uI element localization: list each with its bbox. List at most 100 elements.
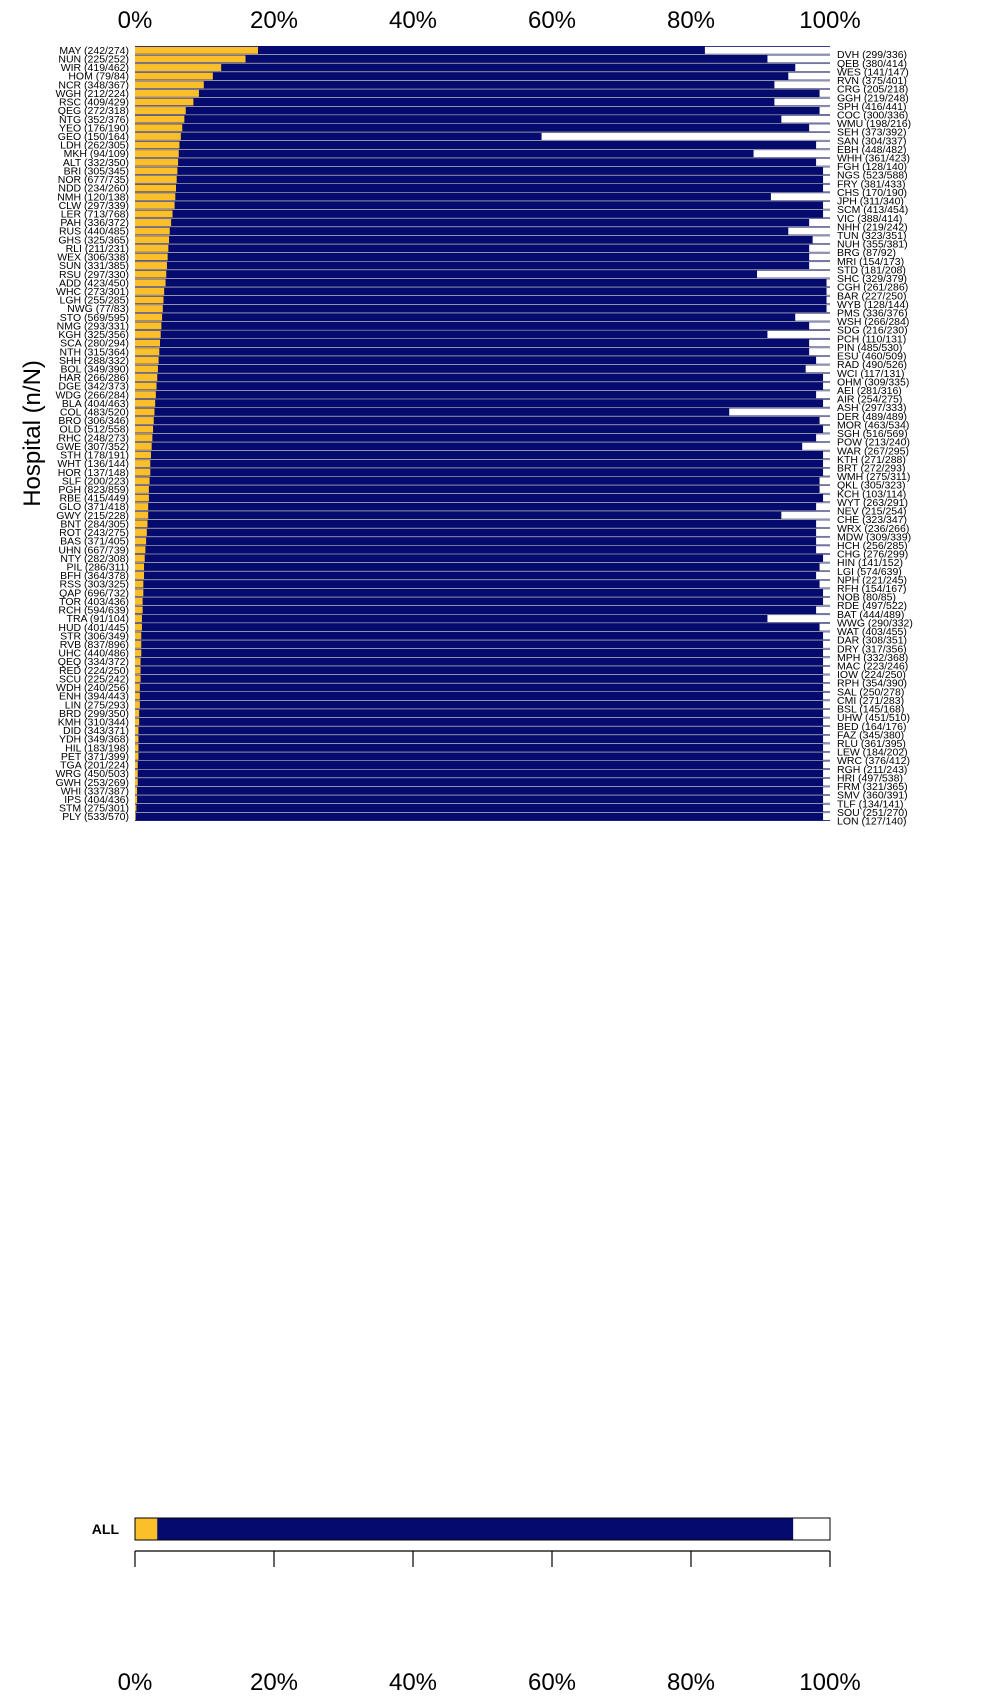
row-label-right: SEH (373/392): [837, 127, 906, 139]
row-label-right: SHC (329/379): [837, 273, 907, 285]
row-label-left: KGH (325/356): [58, 329, 129, 341]
bar-left-segment: [135, 279, 166, 287]
row-label-right: VIC (388/414): [837, 213, 902, 225]
row-label-left: MAY (242/274): [59, 45, 129, 57]
bar-left-segment: [135, 623, 142, 631]
row-label-left: NCR (348/367): [58, 79, 129, 91]
row-label-left: RLI (211/231): [66, 243, 129, 255]
x-tick-label-top: 80%: [667, 7, 715, 34]
row-label-left: ENH (394/443): [59, 691, 129, 703]
row-label-right: CMI (271/283): [837, 695, 904, 707]
all-bar-right: [793, 1518, 830, 1540]
bar-left-segment: [135, 735, 139, 743]
bar-left-segment: [135, 219, 172, 227]
row-label-right: WRX (236/266): [837, 523, 909, 535]
bar-left-segment: [135, 666, 141, 674]
row-label-right: FGH (128/140): [837, 161, 907, 173]
bar-right-segment: [816, 537, 830, 545]
bar-right-segment: [823, 597, 830, 605]
bar-right-segment: [823, 175, 830, 183]
row-label-right: BRG (87/92): [837, 247, 896, 259]
row-label-left: YDH (349/368): [59, 734, 129, 746]
all-bar-frame: [134, 1517, 831, 1541]
row-label-right: PCH (110/131): [837, 333, 906, 345]
bar-right-segment: [823, 210, 830, 218]
bar-right-segment: [729, 408, 830, 416]
row-label-left: BAS (371/405): [60, 536, 129, 548]
row-label-left: ADD (423/450): [59, 277, 129, 289]
x-tick-label-bottom: 100%: [799, 1669, 860, 1693]
row-label-right: ASH (297/333): [837, 402, 906, 414]
x-tick-label-bottom: 80%: [667, 1669, 715, 1693]
row-label-right: MOR (463/534): [837, 419, 909, 431]
bar-left-segment: [135, 408, 155, 416]
bar-right-segment: [826, 296, 830, 304]
row-label-left: GEO (150/164): [58, 131, 129, 143]
row-label-left: HUD (401/445): [58, 622, 129, 634]
row-label-left: KMH (310/344): [58, 716, 129, 728]
row-label-right: RVN (375/401): [837, 75, 907, 87]
row-label-right: SAN (304/337): [837, 135, 906, 147]
bar-right-segment: [795, 64, 830, 72]
row-label-left: BRD (299/350): [59, 708, 129, 720]
bar-left-segment: [135, 399, 156, 407]
row-label-left: STM (275/301): [59, 803, 129, 815]
bar-left-segment: [135, 675, 141, 683]
bar-right-segment: [819, 89, 830, 97]
bar-left-segment: [135, 124, 183, 132]
row-label-left: WGH (212/224): [55, 88, 129, 100]
bar-left-segment: [135, 744, 139, 752]
x-tick-label-bottom: 20%: [250, 1669, 298, 1693]
bar-right-segment: [823, 201, 830, 209]
row-label-right: BAT (444/489): [837, 609, 904, 621]
x-tick-label-top: 60%: [528, 7, 576, 34]
bar-left-segment: [135, 167, 178, 175]
row-label-right: SOU (251/270): [837, 807, 908, 819]
all-bar-middle: [135, 1518, 830, 1540]
bar-left-segment: [135, 236, 170, 244]
bar-right-segment: [809, 244, 830, 252]
bar-left-segment: [135, 537, 147, 545]
row-label-left: PET (371/399): [61, 751, 129, 763]
row-label-right: PMS (336/376): [837, 308, 908, 320]
row-label-right: RGH (211/243): [837, 764, 907, 776]
bar-right-segment: [809, 339, 830, 347]
row-label-left: RSS (303/325): [60, 579, 129, 591]
bar-left-segment: [135, 391, 156, 399]
x-tick-label-top: 0%: [118, 7, 153, 34]
bar-right-segment: [819, 563, 830, 571]
bar-left-segment: [135, 554, 145, 562]
row-label-right: WYB (128/144): [837, 299, 909, 311]
bar-right-segment: [809, 124, 830, 132]
row-label-left: YEO (176/190): [59, 122, 129, 134]
bar-right-segment: [809, 253, 830, 261]
bar-left-segment: [135, 55, 246, 63]
bar-left-segment: [135, 658, 141, 666]
row-label-right: EBH (448/482): [837, 144, 906, 156]
bar-left-segment: [135, 485, 149, 493]
row-label-left: SCU (225/242): [59, 673, 129, 685]
bar-right-segment: [823, 468, 830, 476]
row-label-right: SMV (360/391): [837, 790, 908, 802]
row-label-right: DVH (299/336): [837, 49, 907, 61]
bar-left-segment: [135, 210, 173, 218]
row-label-right: QKL (305/323): [837, 480, 906, 492]
bar-left-segment: [135, 417, 154, 425]
row-label-left: HAR (266/286): [59, 372, 129, 384]
row-label-right: AIR (254/275): [837, 394, 902, 406]
row-label-right: CRG (205/218): [837, 84, 908, 96]
row-label-right: LGI (574/639): [837, 566, 902, 578]
row-label-left: HIL (183/198): [65, 742, 129, 754]
row-label-left: WDH (240/256): [56, 682, 129, 694]
bar-left-segment: [135, 442, 152, 450]
row-label-right: GGH (219/248): [837, 92, 909, 104]
row-label-left: GWE (307/352): [56, 441, 129, 453]
row-label-left: WHI (337/387): [61, 785, 129, 797]
row-label-left: RBE (415/449): [60, 493, 129, 505]
bar-right-segment: [823, 675, 830, 683]
row-label-right: NEV (215/254): [837, 506, 906, 518]
bar-right-segment: [788, 227, 830, 235]
row-label-right: WSH (266/284): [837, 316, 909, 328]
bar-left-segment: [135, 546, 146, 554]
row-label-left: DGE (342/373): [58, 381, 129, 393]
